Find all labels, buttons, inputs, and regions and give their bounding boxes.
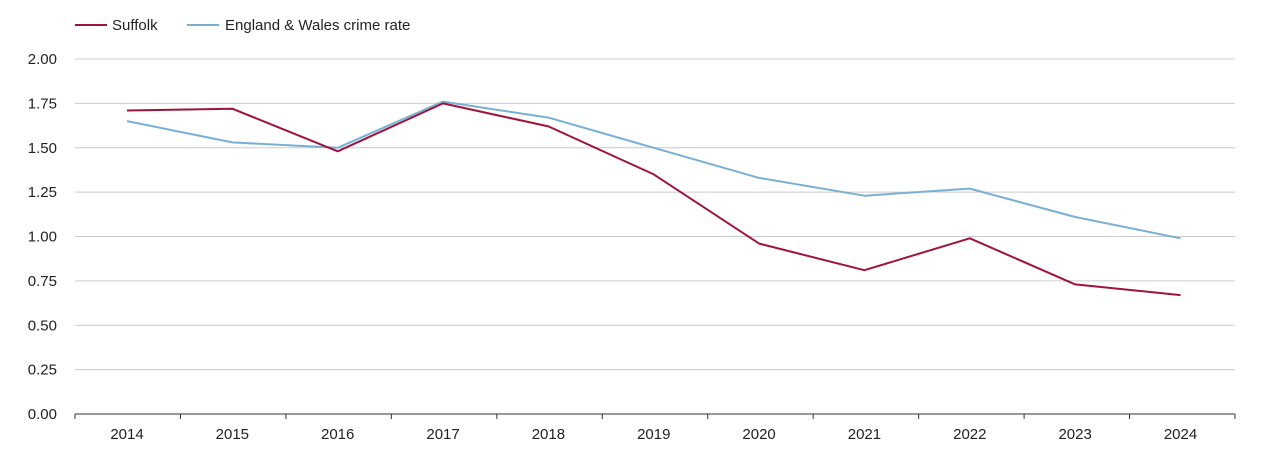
y-tick-label: 1.75	[28, 95, 57, 112]
x-tick-label: 2023	[1058, 426, 1091, 443]
x-tick-label: 2020	[742, 426, 775, 443]
y-tick-label: 0.00	[28, 406, 57, 423]
y-tick-label: 0.25	[28, 362, 57, 379]
y-tick-label: 2.00	[28, 51, 57, 68]
y-tick-label: 0.50	[28, 317, 57, 334]
series-line-england-wales	[127, 102, 1181, 239]
x-tick-label: 2018	[532, 426, 565, 443]
x-tick-label: 2019	[637, 426, 670, 443]
y-tick-label: 1.50	[28, 140, 57, 157]
x-tick-label: 2016	[321, 426, 354, 443]
x-tick-label: 2017	[426, 426, 459, 443]
x-tick-label: 2015	[216, 426, 249, 443]
legend-label: England & Wales crime rate	[225, 17, 410, 34]
gridlines	[75, 59, 1235, 370]
legend: Suffolk England & Wales crime rate	[75, 17, 410, 34]
y-tick-label: 1.25	[28, 184, 57, 201]
y-tick-label: 1.00	[28, 229, 57, 246]
x-tick-label: 2024	[1164, 426, 1197, 443]
legend-label: Suffolk	[112, 17, 158, 34]
series-line-suffolk	[127, 103, 1181, 295]
x-tick-label: 2021	[848, 426, 881, 443]
x-tick-label: 2014	[110, 426, 143, 443]
x-tick-label: 2022	[953, 426, 986, 443]
y-tick-label: 0.75	[28, 273, 57, 290]
series-lines	[127, 102, 1181, 296]
